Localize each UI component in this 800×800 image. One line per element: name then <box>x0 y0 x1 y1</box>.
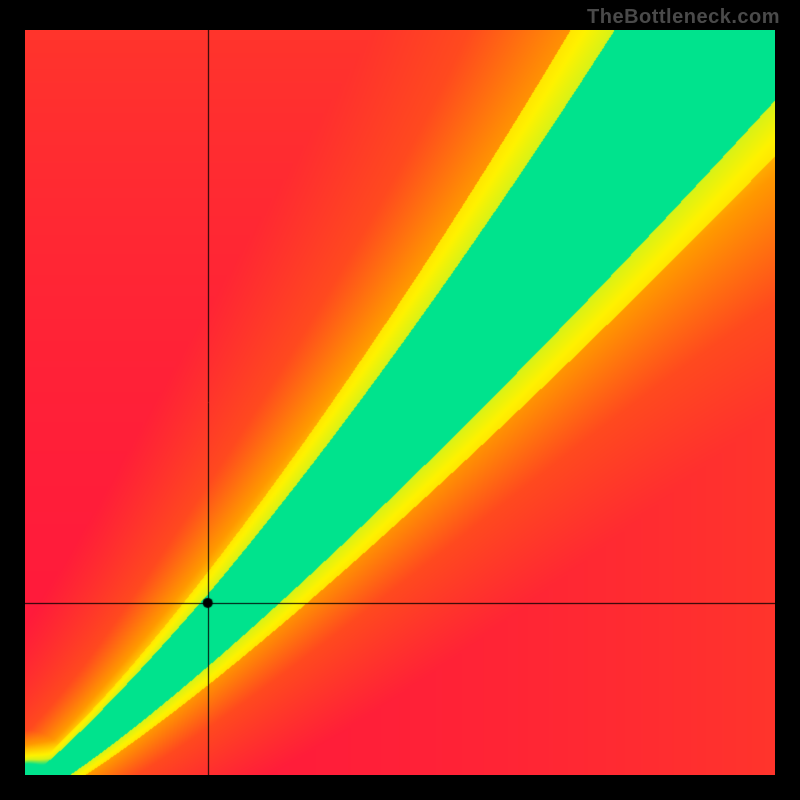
chart-container: TheBottleneck.com <box>0 0 800 800</box>
heatmap-canvas <box>25 30 775 775</box>
watermark-label: TheBottleneck.com <box>587 6 780 29</box>
plot-area <box>25 30 775 775</box>
